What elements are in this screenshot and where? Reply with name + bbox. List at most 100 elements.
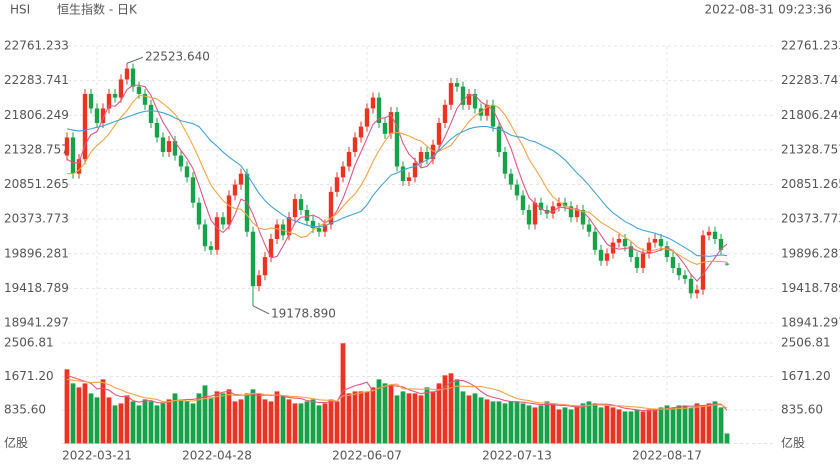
volume-bar <box>316 405 322 444</box>
extreme-label: 19178.890 <box>271 306 336 320</box>
candle-body <box>454 83 460 87</box>
volume-bar <box>208 397 214 444</box>
volume-bar <box>88 393 94 444</box>
volume-bar <box>568 409 574 444</box>
moving-average-line <box>66 378 728 410</box>
y-tick-label-right: 20851.265 <box>781 177 840 191</box>
extreme-leader <box>252 305 270 315</box>
candle-body <box>370 97 376 109</box>
candle-body <box>382 122 388 134</box>
candle-body <box>304 209 310 221</box>
candle-body <box>442 104 448 123</box>
volume-bar <box>622 411 628 444</box>
candle-body <box>76 159 82 174</box>
volume-bar <box>610 407 616 444</box>
candle-body <box>100 108 106 123</box>
volume-bar <box>466 395 472 444</box>
volume-bar <box>172 393 178 444</box>
volume-bar <box>100 379 106 444</box>
y-tick-label-left: 22283.741 <box>4 73 69 87</box>
candle-body <box>550 206 556 214</box>
volume-bar <box>364 391 370 444</box>
volume-bar <box>508 401 514 444</box>
candle-body <box>346 151 352 167</box>
volume-bar <box>136 405 142 444</box>
candle-body <box>616 238 622 243</box>
candle-body <box>592 231 598 250</box>
volume-bar <box>178 399 184 444</box>
volume-bar <box>628 411 634 444</box>
volume-bar <box>586 401 592 444</box>
volume-bar <box>394 395 400 444</box>
symbol: HSI <box>10 3 30 17</box>
volume-bar <box>148 401 154 444</box>
x-tick-label: 2022-08-17 <box>632 449 702 463</box>
candle-body <box>418 151 424 163</box>
volume-bar <box>430 391 436 444</box>
volume-bar <box>526 405 532 444</box>
extreme-leader <box>126 56 144 64</box>
volume-bar <box>514 401 520 444</box>
candle-body <box>580 209 586 225</box>
candle-body <box>706 231 712 236</box>
candle-body <box>148 104 154 123</box>
candle-body <box>682 275 688 279</box>
volume-bar <box>214 391 220 444</box>
volume-bar <box>706 403 712 444</box>
volume-bar <box>436 383 442 444</box>
volume-bar <box>574 405 580 444</box>
candle-body <box>82 93 88 160</box>
candle-body <box>718 238 724 250</box>
candle-body <box>106 93 112 109</box>
volume-bar <box>646 409 652 444</box>
candle-body <box>388 112 394 134</box>
volume-bar <box>358 391 364 444</box>
candle-body <box>412 162 418 178</box>
candle-body <box>112 93 118 98</box>
volume-bar <box>256 393 262 444</box>
volume-bar <box>664 405 670 444</box>
volume-bar <box>544 401 550 444</box>
candle-body <box>154 122 160 138</box>
moving-average-line <box>67 94 728 265</box>
volume-bar <box>520 403 526 444</box>
candle-body <box>322 224 328 232</box>
y-tick-label-left: 2506.81 <box>4 336 54 350</box>
volume-bar <box>688 407 694 444</box>
volume-bar <box>118 403 124 444</box>
volume-bar <box>382 383 388 444</box>
volume-bar <box>190 403 196 444</box>
volume-bar <box>406 393 412 444</box>
volume-bar <box>460 391 466 444</box>
candle-body <box>292 199 298 218</box>
y-tick-label-left: 20373.773 <box>4 212 69 226</box>
volume-bar <box>94 397 100 444</box>
volume-bar <box>166 399 172 444</box>
candle-body <box>448 83 454 105</box>
y-tick-label-left: 18941.297 <box>4 316 69 330</box>
candle-body <box>526 209 532 225</box>
volume-bar <box>130 401 136 444</box>
volume-bar <box>82 383 88 444</box>
extreme-label: 22523.640 <box>145 50 210 64</box>
volume-bar <box>616 409 622 444</box>
candle-body <box>640 253 646 268</box>
volume-bar <box>76 387 82 444</box>
y-tick-label-right: 22761.233 <box>781 39 840 53</box>
volume-bar <box>244 393 250 444</box>
moving-average-line <box>66 110 728 257</box>
candle-body <box>70 137 76 174</box>
volume-bar <box>328 399 334 444</box>
candle-body <box>532 202 538 225</box>
candle-body <box>724 263 730 265</box>
candle-body <box>394 112 400 167</box>
candle-body <box>178 155 184 167</box>
volume-bar <box>562 407 568 444</box>
candle-body <box>472 93 478 109</box>
volume-bar <box>718 407 724 444</box>
candle-body <box>586 224 592 232</box>
volume-bar <box>262 399 268 444</box>
candle-body <box>502 151 508 174</box>
volume-bar <box>604 405 610 444</box>
